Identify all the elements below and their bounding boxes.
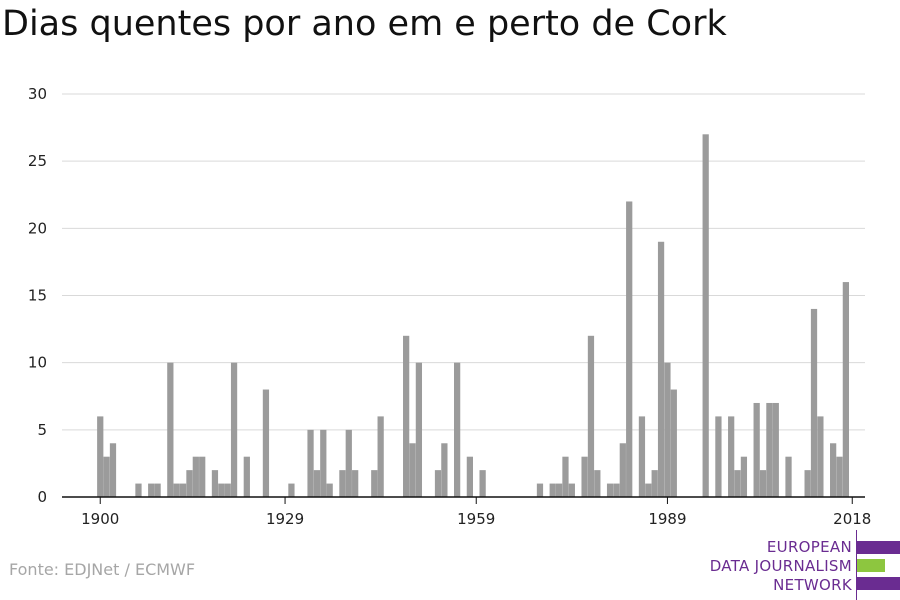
logo-bar-purple-bottom	[857, 577, 900, 590]
bar: 2011: 2	[804, 470, 811, 497]
bar: 1960: 2	[479, 470, 486, 497]
bar: 1900: 6	[97, 416, 104, 497]
bar: 1915: 3	[192, 456, 199, 497]
logo-text-line-1: EUROPEAN	[766, 538, 852, 556]
logo-divider	[856, 530, 857, 600]
bar: 1988: 19	[657, 241, 665, 497]
bar: 1920: 1	[224, 483, 231, 497]
bar: 1983: 22	[626, 201, 633, 497]
bar: 2003: 7	[753, 402, 760, 497]
y-tick-label: 25	[28, 152, 47, 170]
bar: 2013: 6	[817, 416, 824, 497]
bar: 1914: 2	[186, 470, 193, 497]
bar: 1901: 3	[103, 456, 110, 497]
bar: 1909: 1	[154, 483, 161, 497]
bar: 2008: 3	[785, 456, 792, 497]
bar: 1954: 4	[441, 443, 448, 497]
logo-text-line-2: DATA JOURNALISM	[709, 557, 852, 575]
bar: 1950: 10	[415, 362, 423, 497]
bar: 1938: 2	[339, 470, 346, 497]
bar: 1976: 3	[581, 456, 588, 497]
bar: 1978: 2	[594, 470, 601, 497]
y-tick-label: 10	[28, 354, 47, 372]
x-tick-label: 1900	[81, 510, 119, 528]
y-tick-label: 15	[28, 287, 47, 305]
logo-text-line-3: NETWORK	[773, 576, 852, 594]
x-tick-label: 1929	[266, 510, 304, 528]
bar: 1973: 3	[562, 456, 569, 497]
edjnet-logo[interactable]: EUROPEAN DATA JOURNALISM NETWORK	[700, 530, 900, 600]
bar: 2000: 2	[734, 470, 741, 497]
x-axis: 1900 1929 1959 1989 2018	[62, 496, 871, 528]
source-note: Fonte: EDJNet / ECMWF	[9, 560, 196, 579]
bar: 1958: 3	[466, 456, 473, 497]
y-tick-label: 20	[28, 219, 47, 237]
bar: 2012: 14	[810, 308, 818, 497]
bar: 1943: 2	[371, 470, 378, 497]
bar: 1949: 4	[409, 443, 416, 497]
y-tick-label: 5	[37, 421, 47, 439]
x-tick-label: 1959	[457, 510, 495, 528]
grid-lines	[62, 93, 865, 431]
bar: 1948: 12	[403, 335, 410, 497]
y-tick-label: 30	[28, 85, 47, 103]
x-tick-label: 2018	[833, 510, 871, 528]
bars: 1900: 61901: 31902: 4 1906: 1 1908: 11909:…	[97, 134, 850, 498]
bar: 1980: 1	[606, 483, 614, 497]
bar: 2015: 4	[830, 443, 837, 497]
bar: 1989: 10	[664, 362, 671, 497]
bar: 1990: 8	[670, 389, 677, 497]
logo-bar-purple-top	[857, 541, 900, 554]
bar: 1999: 6	[728, 416, 735, 497]
bar: 1908: 1	[148, 483, 155, 497]
bar: 1939: 5	[345, 429, 352, 497]
chart-title: Dias quentes por ano em e perto de Cork	[2, 4, 727, 44]
bar: 1974: 1	[568, 483, 575, 497]
bar: 1913: 1	[179, 483, 187, 497]
bar: 1981: 1	[613, 483, 620, 497]
bar: 1995: 27	[702, 134, 709, 498]
bar: 1923: 3	[243, 456, 250, 497]
bar: 1936: 1	[326, 483, 333, 497]
bar: 1934: 2	[313, 470, 321, 497]
bar: 1912: 1	[173, 483, 180, 497]
bar: 1944: 6	[377, 416, 384, 497]
bar: 2001: 3	[740, 456, 748, 497]
bar: 1982: 4	[619, 443, 626, 497]
bar: 1972: 1	[555, 483, 563, 497]
bar: 1919: 1	[218, 483, 225, 497]
bar: 1935: 5	[320, 429, 327, 497]
bar: 1940: 2	[352, 470, 359, 497]
bar: 1985: 6	[638, 416, 646, 497]
bar: 1969: 1	[536, 483, 544, 497]
bar: 1906: 1	[135, 483, 142, 497]
x-tick-label: 1989	[648, 510, 686, 528]
bar: 1986: 1	[645, 483, 652, 497]
bar: 1953: 2	[434, 470, 442, 497]
bar: 1902: 4	[109, 443, 117, 497]
bar: 1997: 6	[715, 416, 722, 497]
bar: 2004: 2	[759, 470, 767, 497]
bar: 1971: 1	[549, 483, 556, 497]
bar: 2005: 7	[766, 402, 773, 497]
bar: 2006: 7	[772, 402, 779, 497]
y-tick-label: 0	[37, 488, 47, 506]
bar: 1933: 5	[307, 429, 314, 497]
bar: 2016: 3	[836, 456, 843, 497]
bar: 1926: 8	[262, 389, 270, 497]
y-axis: 0 5 10 15 20 25 30	[28, 85, 47, 506]
bar: 1916: 3	[199, 456, 206, 497]
bar: 1921: 10	[230, 362, 238, 497]
bar: 1911: 10	[167, 362, 174, 497]
bar: 1977: 12	[587, 335, 595, 497]
bar: 1918: 2	[211, 470, 219, 497]
bar: 1956: 10	[454, 362, 461, 497]
logo-bar-green	[857, 559, 885, 572]
bar: 2017: 16	[842, 282, 850, 497]
bar: 1987: 2	[651, 470, 658, 497]
bar: 1930: 1	[288, 483, 295, 497]
